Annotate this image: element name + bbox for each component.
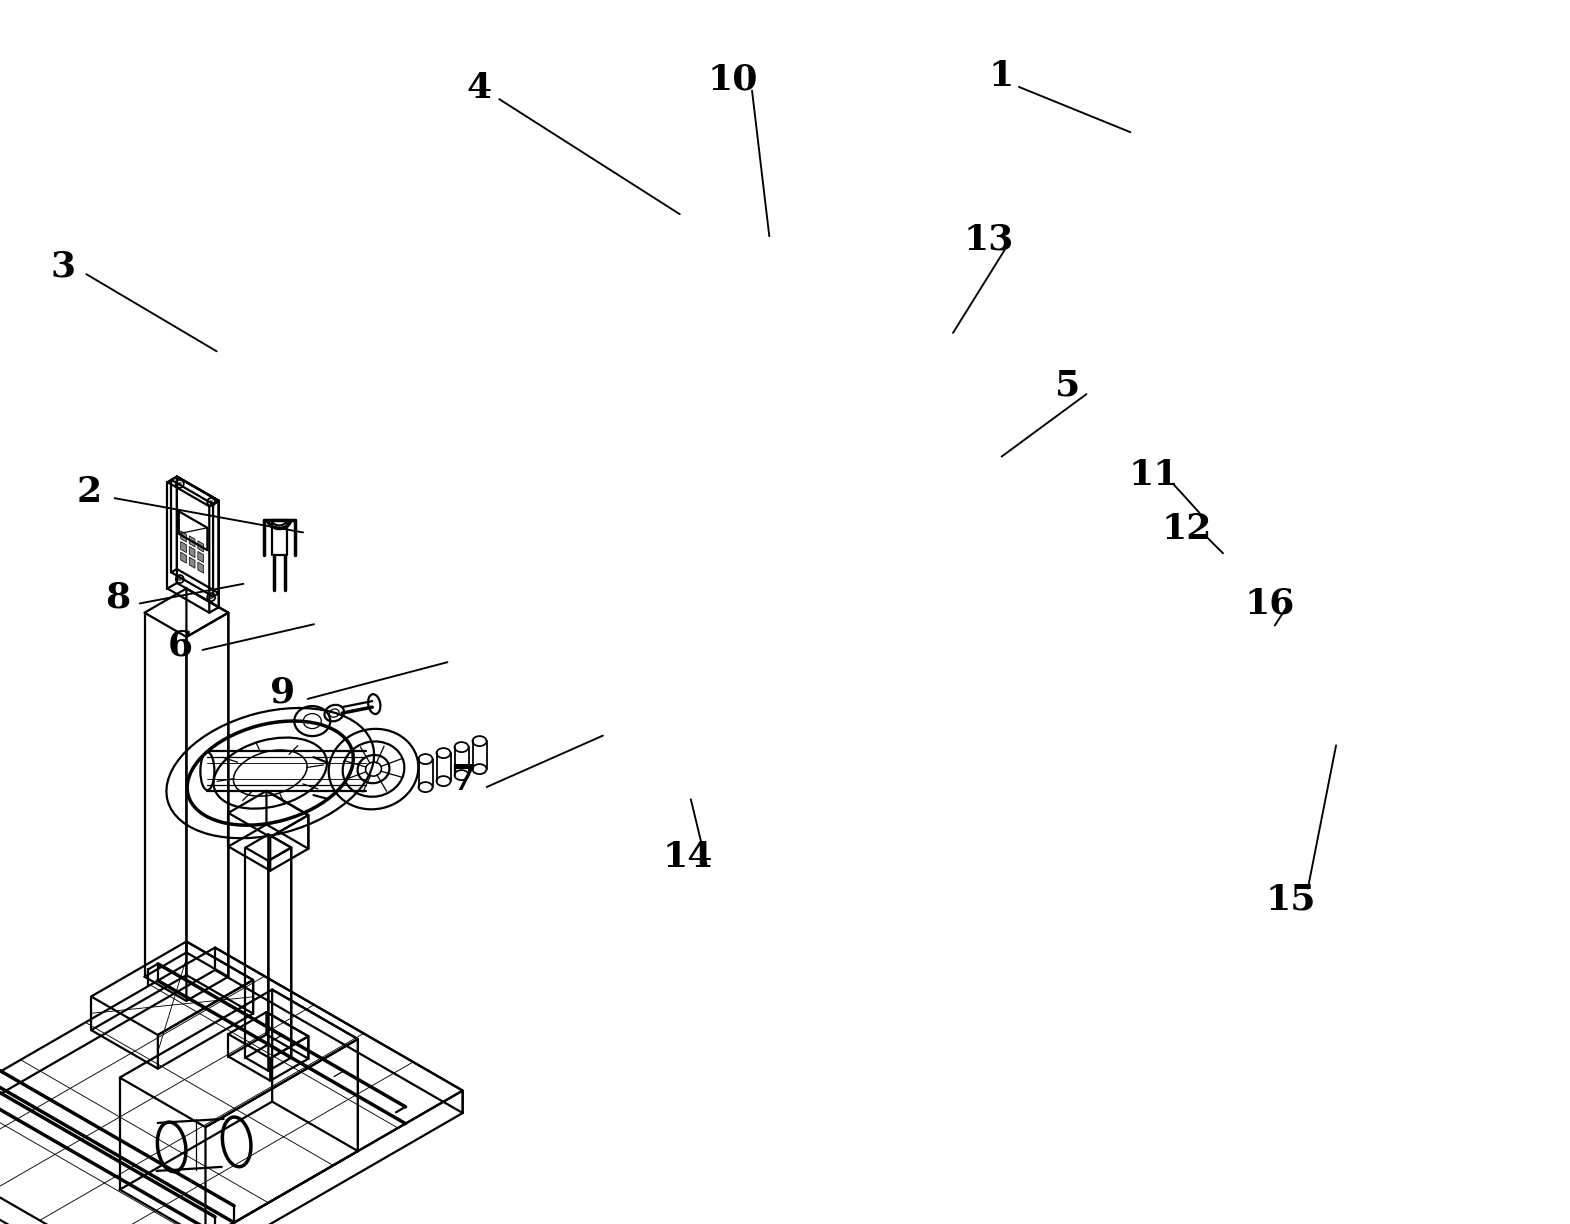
Text: 4: 4 — [466, 71, 491, 105]
Text: 1: 1 — [989, 59, 1014, 93]
Text: 14: 14 — [663, 840, 713, 874]
Circle shape — [209, 595, 214, 600]
Text: 15: 15 — [1265, 883, 1316, 917]
Text: 16: 16 — [1245, 586, 1295, 621]
Text: 3: 3 — [50, 250, 75, 284]
Text: 11: 11 — [1129, 458, 1179, 492]
Circle shape — [209, 499, 214, 504]
Text: 7: 7 — [451, 763, 476, 797]
Polygon shape — [190, 546, 195, 558]
Text: 9: 9 — [270, 676, 295, 710]
Text: 5: 5 — [1055, 368, 1080, 403]
Circle shape — [177, 482, 182, 486]
Polygon shape — [190, 557, 195, 568]
Polygon shape — [181, 552, 187, 563]
Text: 12: 12 — [1162, 512, 1212, 546]
Circle shape — [177, 577, 182, 581]
Polygon shape — [181, 541, 187, 553]
Polygon shape — [198, 552, 204, 563]
Text: 6: 6 — [168, 628, 193, 662]
Polygon shape — [198, 541, 204, 552]
Text: 8: 8 — [105, 580, 130, 614]
Text: 13: 13 — [964, 223, 1014, 257]
Polygon shape — [190, 536, 195, 547]
Text: 10: 10 — [708, 62, 758, 97]
Text: 2: 2 — [77, 475, 102, 509]
Polygon shape — [198, 562, 204, 573]
Polygon shape — [181, 531, 187, 542]
